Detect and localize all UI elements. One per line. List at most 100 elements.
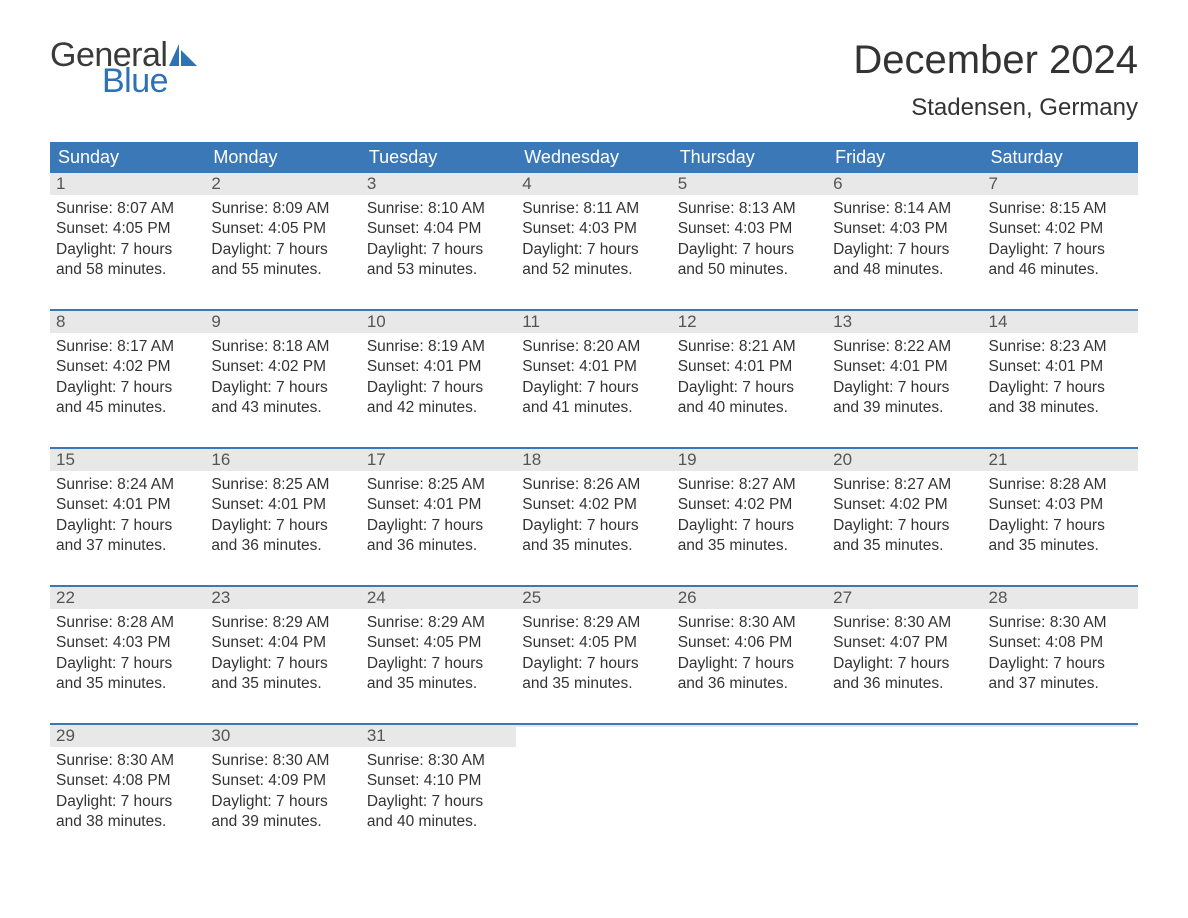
sunrise-line: Sunrise: 8:28 AM [989,475,1132,494]
day-number: 24 [367,588,386,607]
daylight-line-1: Daylight: 7 hours [678,240,821,259]
daynum-row: 16 [205,449,360,471]
sunset-line: Sunset: 4:02 PM [522,495,665,514]
empty-cell [983,725,1138,845]
calendar: SundayMondayTuesdayWednesdayThursdayFrid… [50,142,1138,845]
sunrise-line: Sunrise: 8:30 AM [367,751,510,770]
sunrise-line: Sunrise: 8:17 AM [56,337,199,356]
daynum-row: 5 [672,173,827,195]
daynum-row: 9 [205,311,360,333]
sunrise-line: Sunrise: 8:30 AM [211,751,354,770]
logo-sail-icon [169,44,197,66]
day-body: Sunrise: 8:29 AMSunset: 4:05 PMDaylight:… [361,609,516,699]
day-body: Sunrise: 8:18 AMSunset: 4:02 PMDaylight:… [205,333,360,423]
sunset-line: Sunset: 4:04 PM [367,219,510,238]
day-number: 7 [989,174,998,193]
daynum-row: 20 [827,449,982,471]
daylight-line-2: and 45 minutes. [56,398,199,417]
day-cell: 13Sunrise: 8:22 AMSunset: 4:01 PMDayligh… [827,311,982,431]
header: General Blue December 2024 Stadensen, Ge… [50,38,1138,122]
daynum-row [827,725,982,727]
week-row: 8Sunrise: 8:17 AMSunset: 4:02 PMDaylight… [50,309,1138,431]
sunrise-line: Sunrise: 8:20 AM [522,337,665,356]
daynum-row: 18 [516,449,671,471]
sunset-line: Sunset: 4:04 PM [211,633,354,652]
dow-cell: Tuesday [361,142,516,173]
day-number: 20 [833,450,852,469]
day-number: 27 [833,588,852,607]
day-cell: 3 Sunrise: 8:10 AMSunset: 4:04 PMDaylight… [361,173,516,293]
day-body: Sunrise: 8:09 AMSunset: 4:05 PMDaylight:… [205,195,360,285]
sunset-line: Sunset: 4:02 PM [833,495,976,514]
daynum-row: 30 [205,725,360,747]
daynum-row [516,725,671,727]
day-body: Sunrise: 8:30 AMSunset: 4:08 PMDaylight:… [983,609,1138,699]
day-number: 8 [56,312,65,331]
day-body: Sunrise: 8:27 AMSunset: 4:02 PMDaylight:… [672,471,827,561]
day-cell: 18 Sunrise: 8:26 AMSunset: 4:02 PM Dayligh… [516,449,671,569]
day-cell: 16Sunrise: 8:25 AMSunset: 4:01 PMDayligh… [205,449,360,569]
day-number: 3 [367,174,376,193]
sunset-line: Sunset: 4:05 PM [56,219,199,238]
day-cell: 19Sunrise: 8:27 AMSunset: 4:02 PMDayligh… [672,449,827,569]
day-cell: 10Sunrise: 8:19 AMSunset: 4:01 PMDayligh… [361,311,516,431]
sunrise-line: Sunrise: 8:15 AM [989,199,1132,218]
daylight-line-2: and 35 minutes. [56,674,199,693]
daynum-row: 25 [516,587,671,609]
day-number: 23 [211,588,230,607]
day-cell: 28Sunrise: 8:30 AMSunset: 4:08 PMDayligh… [983,587,1138,707]
daylight-line-1: Daylight: 7 hours [56,516,199,535]
sunrise-line: Sunrise: 8:29 AM [367,613,510,632]
day-body: Sunrise: 8:26 AMSunset: 4:02 PM Daylight:… [516,471,671,561]
sunset-line: Sunset: 4:01 PM [56,495,199,514]
sunset-line: Sunset: 4:05 PM [522,633,665,652]
day-number: 22 [56,588,75,607]
daylight-line-1: Daylight: 7 hours [367,516,510,535]
day-number: 2 [211,174,220,193]
daylight-line-2: and 50 minutes. [678,260,821,279]
day-cell: 30 Sunrise: 8:30 AMSunset: 4:09 PMDayligh… [205,725,360,845]
day-body: Sunrise: 8:30 AMSunset: 4:10 PMDaylight:… [361,747,516,837]
dow-cell: Wednesday [516,142,671,173]
daylight-line-1: Daylight: 7 hours [989,516,1132,535]
sunrise-line: Sunrise: 8:18 AM [211,337,354,356]
sunset-line: Sunset: 4:02 PM [989,219,1132,238]
day-cell: 4Sunrise: 8:11 AMSunset: 4:03 PMDaylight… [516,173,671,293]
sunrise-line: Sunrise: 8:23 AM [989,337,1132,356]
day-body: Sunrise: 8:14 AMSunset: 4:03 PMDaylight:… [827,195,982,285]
sunset-line: Sunset: 4:03 PM [56,633,199,652]
day-cell: 23Sunrise: 8:29 AMSunset: 4:04 PMDayligh… [205,587,360,707]
daylight-line-1: Daylight: 7 hours [522,516,665,535]
sunset-line: Sunset: 4:06 PM [678,633,821,652]
daynum-row: 23 [205,587,360,609]
sunrise-line: Sunrise: 8:25 AM [367,475,510,494]
day-body: Sunrise: 8:21 AMSunset: 4:01 PMDaylight:… [672,333,827,423]
day-body: Sunrise: 8:10 AMSunset: 4:04 PMDaylight:… [361,195,516,285]
day-number: 30 [211,726,230,745]
daynum-row: 28 [983,587,1138,609]
day-number: 1 [56,174,65,193]
daylight-line-1: Daylight: 7 hours [56,792,199,811]
day-cell: 2 Sunrise: 8:09 AMSunset: 4:05 PMDaylight… [205,173,360,293]
daylight-line-1: Daylight: 7 hours [678,516,821,535]
daylight-line-2: and 35 minutes. [522,536,665,555]
day-cell: 22Sunrise: 8:28 AMSunset: 4:03 PMDayligh… [50,587,205,707]
daylight-line-2: and 43 minutes. [211,398,354,417]
dow-cell: Saturday [983,142,1138,173]
day-cell: 31Sunrise: 8:30 AMSunset: 4:10 PMDayligh… [361,725,516,845]
day-number: 4 [522,174,531,193]
sunrise-line: Sunrise: 8:30 AM [989,613,1132,632]
day-body: Sunrise: 8:30 AMSunset: 4:09 PMDaylight:… [205,747,360,837]
sunrise-line: Sunrise: 8:26 AM [522,475,665,494]
day-number: 29 [56,726,75,745]
daylight-line-2: and 38 minutes. [56,812,199,831]
daynum-row [672,725,827,727]
daylight-line-1: Daylight: 7 hours [989,240,1132,259]
daylight-line-2: and 36 minutes. [833,674,976,693]
day-number: 26 [678,588,697,607]
daylight-line-2: and 40 minutes. [678,398,821,417]
day-body: Sunrise: 8:30 AMSunset: 4:08 PMDaylight:… [50,747,205,837]
daynum-row: 21 [983,449,1138,471]
daynum-row: 4 [516,173,671,195]
daylight-line-2: and 46 minutes. [989,260,1132,279]
